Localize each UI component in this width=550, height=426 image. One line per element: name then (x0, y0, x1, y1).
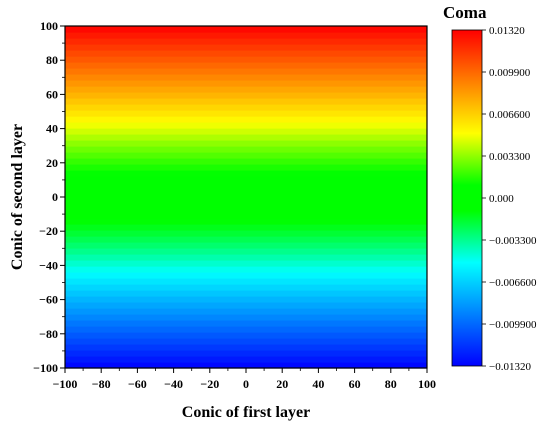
heatmap-band (65, 218, 427, 225)
colorbar-tick-label: −0.006600 (489, 277, 537, 289)
x-axis-title: Conic of first layer (182, 404, 310, 421)
colorbar (451, 29, 483, 367)
heatmap-band (65, 92, 427, 99)
colorbar-tick-label: −0.009900 (489, 319, 537, 331)
heatmap-band (65, 164, 427, 171)
heatmap-band (65, 110, 427, 117)
heatmap-band (65, 290, 427, 297)
heatmap-band (65, 68, 427, 75)
heatmap-band (65, 128, 427, 135)
heatmap-band (65, 32, 427, 39)
y-tick-label: 100 (40, 19, 58, 33)
x-tick-label: 80 (385, 377, 397, 391)
heatmap-band (65, 230, 427, 237)
colorbar-tick-label: 0.01320 (489, 25, 525, 37)
heatmap-band (65, 332, 427, 339)
heatmap-band (65, 176, 427, 183)
heatmap-band (65, 56, 427, 63)
heatmap-band (65, 26, 427, 33)
colorbar-tick-label: −0.01320 (489, 361, 531, 373)
y-axis-ticks: −100 −80 −60 −40 −20 0 20 40 60 80 100 (33, 19, 65, 375)
heatmap-band (65, 80, 427, 87)
heatmap-band (65, 362, 427, 369)
x-tick-label: −100 (53, 377, 78, 391)
heatmap-band (65, 38, 427, 45)
heatmap-band (65, 284, 427, 291)
colorbar-tick-label: 0.009900 (489, 67, 531, 79)
y-tick-label: −80 (39, 327, 58, 341)
x-tick-label: −40 (164, 377, 183, 391)
heatmap-band (65, 272, 427, 279)
heatmap-band (65, 98, 427, 105)
heatmap-band (65, 134, 427, 141)
heatmap-band (65, 62, 427, 69)
heatmap-band (65, 236, 427, 243)
heatmap-band (65, 116, 427, 123)
heatmap-band (65, 152, 427, 159)
y-tick-label: 80 (46, 53, 58, 67)
y-tick-label: −40 (39, 258, 58, 272)
heatmap-band (65, 308, 427, 315)
heatmap-band (65, 104, 427, 111)
heatmap-band (65, 350, 427, 357)
heatmap-band (65, 44, 427, 51)
x-tick-label: 20 (276, 377, 288, 391)
y-tick-label: −60 (39, 293, 58, 307)
colorbar-ticks: 0.01320 0.009900 0.006600 0.003300 0.000 −0.0… (482, 25, 537, 373)
y-tick-label: 60 (46, 87, 58, 101)
heatmap-band (65, 194, 427, 201)
x-tick-label: 100 (418, 377, 436, 391)
heatmap-band (65, 146, 427, 153)
heatmap-band (65, 314, 427, 321)
y-axis-title: Conic of second layer (9, 124, 26, 270)
heatmap-band (65, 248, 427, 255)
y-tick-label: −20 (39, 224, 58, 238)
heatmap-band (65, 182, 427, 189)
colorbar-tick-label: 0.006600 (489, 109, 531, 121)
colorbar-tick-label: 0.000 (489, 193, 514, 205)
heatmap-band (65, 326, 427, 333)
heatmap-band (65, 188, 427, 195)
x-tick-label: 60 (349, 377, 361, 391)
heatmap-band (65, 158, 427, 165)
heatmap-band (65, 266, 427, 273)
heatmap-band (65, 122, 427, 129)
x-tick-label: −20 (200, 377, 219, 391)
heatmap-band (65, 86, 427, 93)
heatmap-band (65, 74, 427, 81)
heatmap-band (65, 242, 427, 249)
heatmap-band (65, 224, 427, 231)
colorbar-tick-label: −0.003300 (489, 235, 537, 247)
y-tick-label: 20 (46, 156, 58, 170)
heatmap-band (65, 254, 427, 261)
heatmap-band (65, 338, 427, 345)
heatmap-band (65, 170, 427, 177)
heatmap-band (65, 260, 427, 267)
heatmap-band (65, 296, 427, 303)
heatmap-band (65, 200, 427, 207)
y-tick-label: 0 (52, 190, 58, 204)
colorbar-title: Coma (443, 3, 487, 22)
heatmap-band (65, 278, 427, 285)
heatmap-band (65, 212, 427, 219)
heatmap-bands (65, 26, 427, 369)
heatmap-band (65, 140, 427, 147)
x-tick-label: 40 (312, 377, 324, 391)
x-axis-ticks: −100 −80 −60 −40 −20 0 20 40 60 80 100 (53, 368, 436, 391)
heatmap-band (65, 50, 427, 57)
heatmap-band (65, 344, 427, 351)
colorbar-tick-label: 0.003300 (489, 151, 531, 163)
x-tick-label: 0 (243, 377, 249, 391)
y-tick-label: −100 (33, 361, 58, 375)
y-tick-label: 40 (46, 122, 58, 136)
heatmap-band (65, 320, 427, 327)
heatmap-band (65, 302, 427, 309)
x-tick-label: −80 (92, 377, 111, 391)
x-tick-label: −60 (128, 377, 147, 391)
heatmap-band (65, 206, 427, 213)
heatmap-band (65, 356, 427, 363)
